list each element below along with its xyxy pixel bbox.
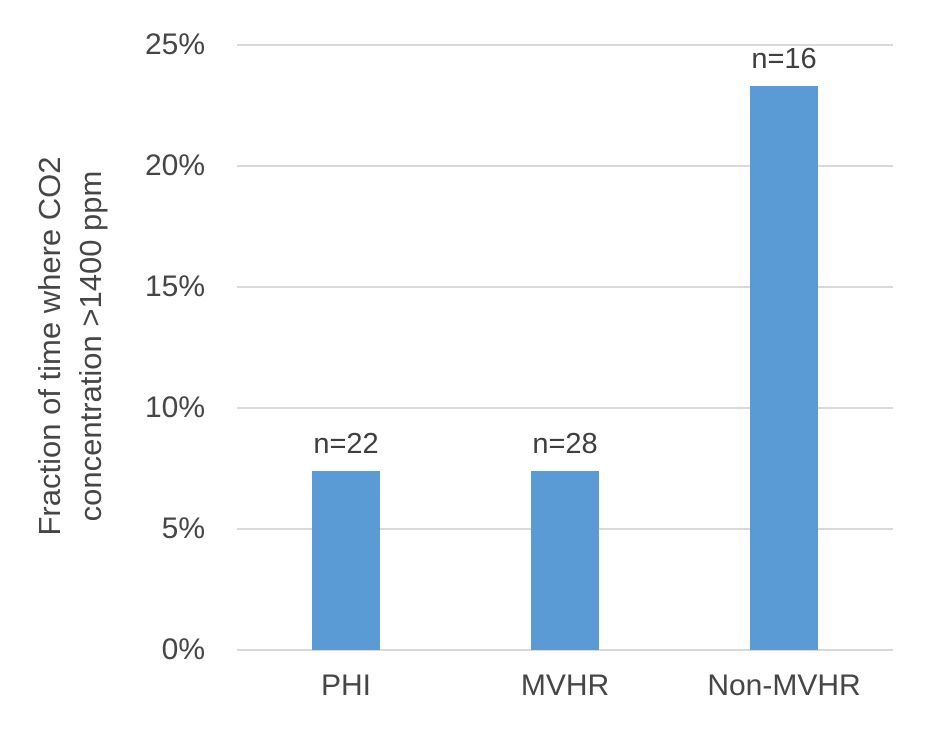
y-tick-label: 25%: [144, 28, 205, 61]
y-axis-title-line-1: Fraction of time where CO2: [32, 156, 67, 536]
y-axis-title: Fraction of time where CO2 concentration…: [29, 6, 111, 686]
bar-count-label: n=22: [313, 428, 379, 460]
y-tick-label: 5%: [161, 512, 205, 545]
bar-count-label: n=16: [751, 43, 817, 75]
x-category-label-non-mvhr: Non-MVHR: [707, 669, 861, 702]
y-tick-label: 0%: [161, 633, 205, 666]
gridline: [237, 44, 893, 46]
y-axis-title-line-2: concentration >1400 ppm: [73, 170, 108, 522]
bar-mvhr: [531, 471, 599, 650]
plot-area: n=22 n=28 n=16: [237, 43, 893, 651]
x-category-label-phi: PHI: [320, 669, 371, 702]
y-tick-label: 20%: [144, 149, 205, 182]
gridline: [237, 286, 893, 288]
x-category-label-mvhr: MVHR: [520, 669, 610, 702]
bar-count-label: n=28: [532, 428, 598, 460]
y-tick-label: 15%: [144, 270, 205, 303]
bar-non-mvhr: [750, 86, 818, 650]
gridline: [237, 165, 893, 167]
gridline: [237, 407, 893, 409]
y-tick-label: 10%: [144, 391, 205, 424]
bar-phi: [312, 471, 380, 650]
x-axis-line: [237, 649, 893, 651]
